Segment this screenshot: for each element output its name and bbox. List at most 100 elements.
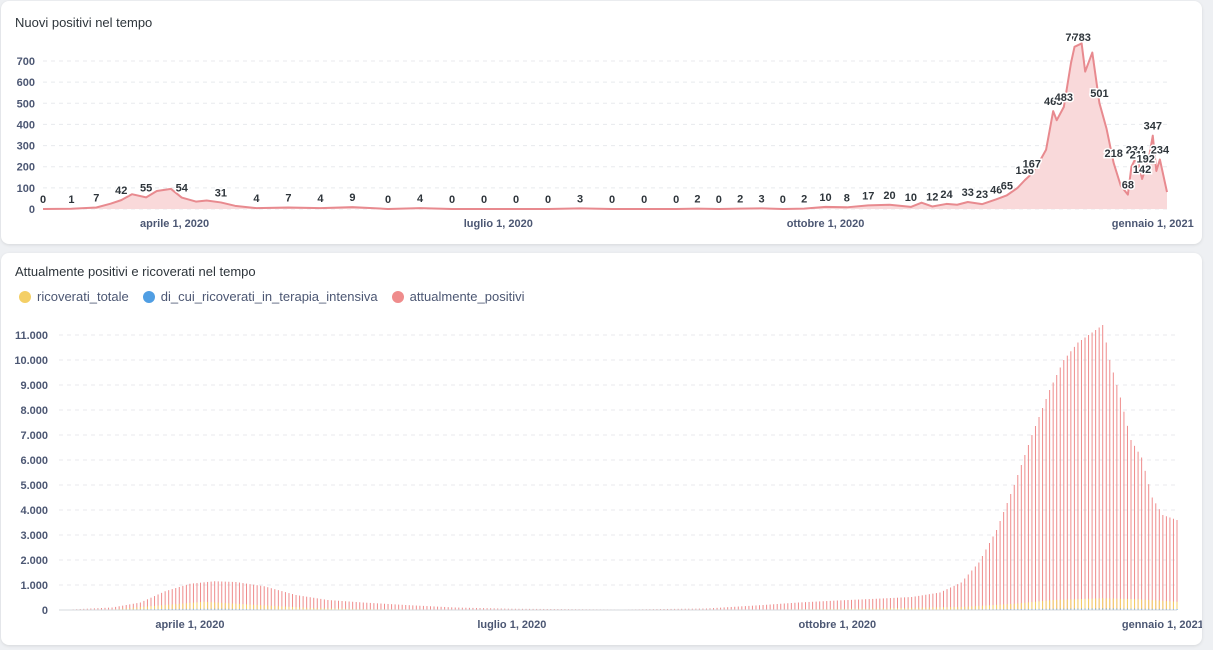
bar-attualmente-positivi bbox=[108, 607, 110, 610]
bar-ricoverati-totale bbox=[316, 608, 318, 611]
bar-attualmente-positivi bbox=[136, 603, 138, 611]
bar-ricoverati-totale bbox=[175, 604, 177, 610]
bar-terapia-intensiva bbox=[185, 608, 187, 610]
bar-ricoverati-totale bbox=[224, 603, 226, 610]
bar-ricoverati-totale bbox=[1162, 600, 1164, 610]
bar-attualmente-positivi bbox=[783, 603, 785, 610]
active-positives-card: Attualmente positivi e ricoverati nel te… bbox=[1, 253, 1202, 645]
x-tick-label: gennaio 1, 2021 bbox=[1122, 619, 1202, 631]
y-tick-label: 9.000 bbox=[20, 380, 48, 392]
bar-attualmente-positivi bbox=[1017, 475, 1019, 610]
bar-terapia-intensiva bbox=[210, 608, 212, 610]
bar-ricoverati-totale bbox=[971, 606, 973, 610]
bar-attualmente-positivi bbox=[323, 599, 325, 610]
bar-attualmente-positivi bbox=[935, 593, 937, 610]
bar-attualmente-positivi bbox=[299, 595, 301, 610]
bar-attualmente-positivi bbox=[1141, 457, 1143, 610]
bar-attualmente-positivi bbox=[879, 598, 881, 610]
bar-ricoverati-totale bbox=[1141, 599, 1143, 610]
bar-attualmente-positivi bbox=[458, 607, 460, 610]
bar-attualmente-positivi bbox=[451, 607, 453, 610]
bar-attualmente-positivi bbox=[490, 608, 492, 610]
bar-ricoverati-totale bbox=[939, 607, 941, 610]
bar-attualmente-positivi bbox=[139, 602, 141, 610]
bar-ricoverati-totale bbox=[323, 608, 325, 610]
bar-terapia-intensiva bbox=[196, 608, 198, 610]
bar-terapia-intensiva bbox=[1038, 608, 1040, 610]
bar-attualmente-positivi bbox=[674, 608, 676, 611]
bar-attualmente-positivi bbox=[1126, 425, 1128, 610]
bar-attualmente-positivi bbox=[111, 607, 113, 610]
bar-attualmente-positivi bbox=[727, 607, 729, 610]
bar-ricoverati-totale bbox=[992, 605, 994, 610]
bar-attualmente-positivi bbox=[422, 605, 424, 610]
bar-attualmente-positivi bbox=[1162, 515, 1164, 610]
bar-attualmente-positivi bbox=[217, 581, 219, 611]
bar-terapia-intensiva bbox=[1027, 608, 1029, 610]
bar-ricoverati-totale bbox=[1095, 598, 1097, 610]
bar-ricoverati-totale bbox=[1123, 598, 1125, 610]
bar-attualmente-positivi bbox=[681, 608, 683, 610]
legend-label: ricoverati_totale bbox=[37, 289, 129, 304]
bar-attualmente-positivi bbox=[1027, 445, 1029, 610]
bar-attualmente-positivi bbox=[1098, 327, 1100, 610]
bar-attualmente-positivi bbox=[256, 585, 258, 610]
bar-ricoverati-totale bbox=[921, 607, 923, 610]
legend-item-ricoverati[interactable]: ricoverati_totale bbox=[19, 289, 129, 304]
bar-terapia-intensiva bbox=[231, 608, 233, 611]
bar-ricoverati-totale bbox=[914, 607, 916, 610]
bar-attualmente-positivi bbox=[320, 598, 322, 610]
bar-attualmente-positivi bbox=[978, 562, 980, 610]
bar-attualmente-positivi bbox=[228, 581, 230, 610]
bar-attualmente-positivi bbox=[118, 606, 120, 610]
bar-attualmente-positivi bbox=[967, 574, 969, 610]
data-label: 7 bbox=[93, 193, 99, 205]
bar-ricoverati-totale bbox=[200, 602, 202, 610]
data-label: 23 bbox=[976, 189, 988, 201]
bar-attualmente-positivi bbox=[433, 606, 435, 610]
bar-ricoverati-totale bbox=[1056, 599, 1058, 611]
data-label: 0 bbox=[673, 194, 679, 206]
legend-dot-icon bbox=[19, 290, 31, 303]
bar-terapia-intensiva bbox=[1024, 608, 1026, 610]
bar-attualmente-positivi bbox=[801, 602, 803, 610]
bar-attualmente-positivi bbox=[207, 581, 209, 610]
bar-attualmente-positivi bbox=[1158, 509, 1160, 610]
bar-attualmente-positivi bbox=[203, 582, 205, 610]
y-tick-label: 3.000 bbox=[20, 530, 48, 542]
bar-ricoverati-totale bbox=[143, 606, 145, 610]
legend-dot-icon bbox=[391, 290, 404, 303]
bar-attualmente-positivi bbox=[401, 604, 403, 610]
bar-ricoverati-totale bbox=[985, 605, 987, 610]
bar-attualmente-positivi bbox=[897, 597, 898, 610]
bar-attualmente-positivi bbox=[843, 600, 845, 610]
bar-ricoverati-totale bbox=[122, 608, 124, 610]
bar-ricoverati-totale bbox=[988, 605, 990, 610]
bar-attualmente-positivi bbox=[440, 606, 442, 610]
chart-legend: ricoverati_totale di_cui_ricoverati_in_t… bbox=[19, 289, 525, 304]
bar-ricoverati-totale bbox=[125, 608, 127, 610]
bar-ricoverati-totale bbox=[836, 608, 838, 610]
bar-ricoverati-totale bbox=[829, 608, 831, 610]
bar-ricoverati-totale bbox=[1027, 602, 1029, 610]
bar-ricoverati-totale bbox=[129, 608, 131, 610]
legend-item-attualmente-positivi[interactable]: attualmente_positivi bbox=[391, 289, 525, 304]
bar-attualmente-positivi bbox=[546, 608, 548, 610]
bar-ricoverati-totale bbox=[904, 607, 906, 610]
bar-attualmente-positivi bbox=[797, 602, 799, 610]
bar-attualmente-positivi bbox=[521, 608, 523, 610]
bar-attualmente-positivi bbox=[355, 602, 357, 610]
bar-terapia-intensiva bbox=[1088, 608, 1090, 610]
bar-ricoverati-totale bbox=[320, 608, 322, 610]
bar-attualmente-positivi bbox=[1070, 351, 1072, 610]
bar-ricoverati-totale bbox=[1119, 598, 1121, 610]
x-tick-label: aprile 1, 2020 bbox=[140, 218, 209, 230]
bar-ricoverati-totale bbox=[313, 608, 315, 610]
bar-ricoverati-totale bbox=[1088, 598, 1090, 610]
bar-ricoverati-totale bbox=[178, 603, 180, 610]
bar-attualmente-positivi bbox=[928, 594, 930, 610]
bar-attualmente-positivi bbox=[886, 598, 888, 610]
legend-item-terapia-intensiva[interactable]: di_cui_ricoverati_in_terapia_intensiva bbox=[142, 289, 378, 304]
data-label: 0 bbox=[481, 194, 487, 206]
bar-terapia-intensiva bbox=[214, 608, 216, 610]
